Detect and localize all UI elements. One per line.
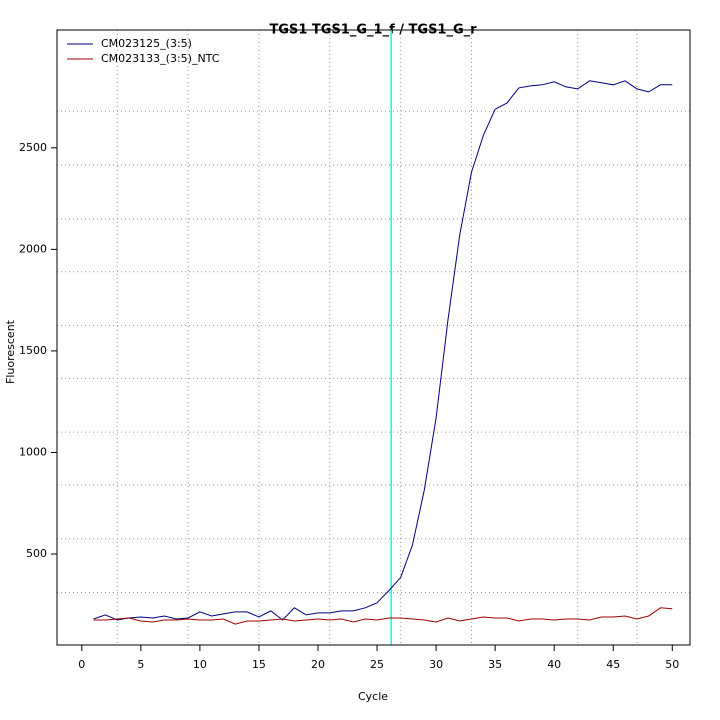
y-tick-label: 2000 <box>19 242 47 255</box>
x-tick-label: 20 <box>311 658 325 671</box>
x-tick-label: 25 <box>370 658 384 671</box>
x-tick-label: 40 <box>547 658 561 671</box>
x-tick-label: 30 <box>429 658 443 671</box>
y-tick-label: 500 <box>26 547 47 560</box>
x-tick-label: 5 <box>137 658 144 671</box>
y-tick-label: 1500 <box>19 344 47 357</box>
x-tick-label: 45 <box>606 658 620 671</box>
x-tick-label: 35 <box>488 658 502 671</box>
y-tick-label: 2500 <box>19 141 47 154</box>
x-tick-label: 10 <box>193 658 207 671</box>
x-tick-label: 15 <box>252 658 266 671</box>
x-axis-label: Cycle <box>358 690 388 703</box>
legend-label: CM023133_(3:5)_NTC <box>101 52 220 65</box>
y-tick-label: 1000 <box>19 445 47 458</box>
y-axis-label: Fluorescent <box>4 319 17 384</box>
legend-label: CM023125_(3:5) <box>101 37 192 50</box>
x-tick-label: 0 <box>78 658 85 671</box>
series-line <box>93 607 673 625</box>
plot-frame <box>56 29 691 646</box>
series-line <box>93 80 673 621</box>
x-tick-label: 50 <box>665 658 679 671</box>
